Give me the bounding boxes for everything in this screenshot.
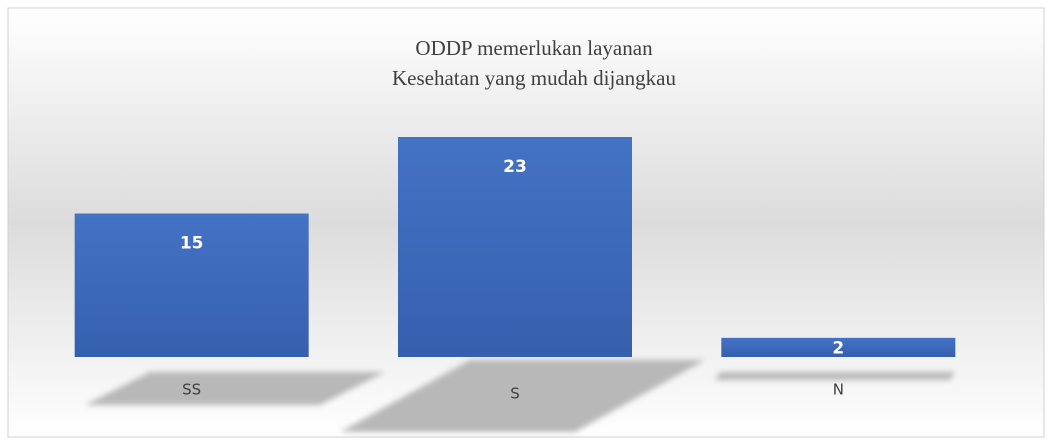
data-label: 15 bbox=[180, 234, 204, 254]
chart-title: ODDP memerlukan layanan bbox=[415, 36, 653, 60]
bar bbox=[398, 137, 632, 357]
x-tick-label: S bbox=[510, 385, 520, 403]
x-tick-label: SS bbox=[182, 381, 201, 399]
data-label: 23 bbox=[503, 157, 527, 177]
bar-shadows bbox=[85, 360, 955, 432]
x-tick-label: N bbox=[833, 381, 844, 399]
bar bbox=[74, 213, 309, 357]
chart-title: Kesehatan yang mudah dijangkau bbox=[392, 66, 676, 90]
data-label: 2 bbox=[832, 338, 844, 358]
bar bbox=[721, 337, 956, 357]
